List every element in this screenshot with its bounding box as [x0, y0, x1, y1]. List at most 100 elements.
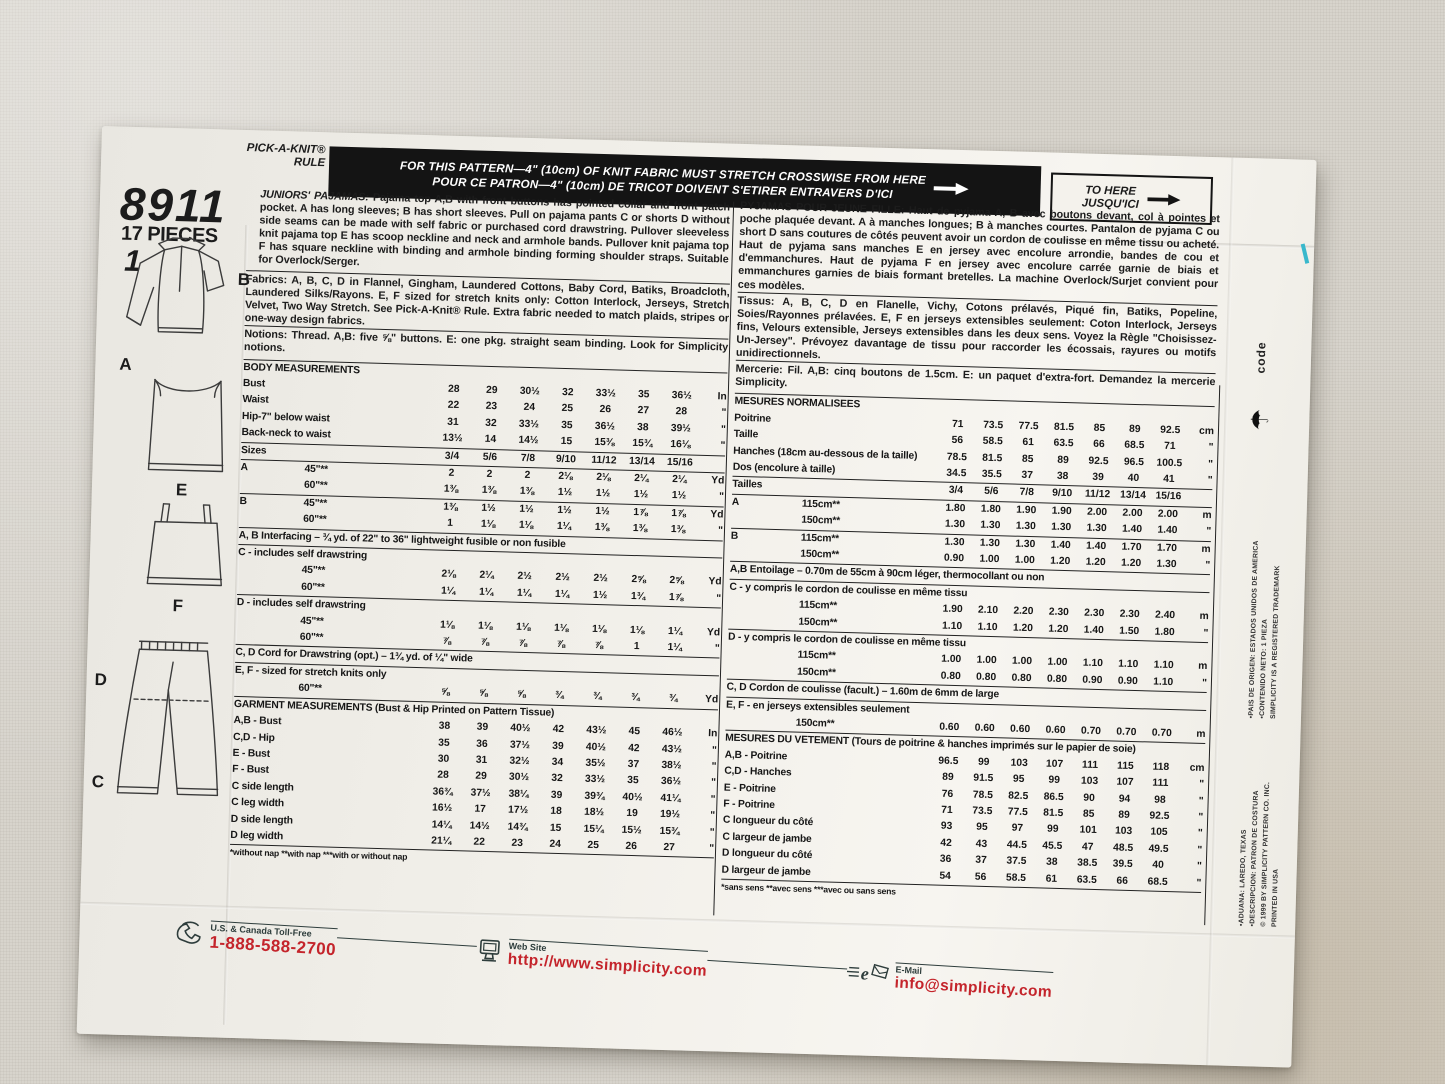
unit-cell: " [718, 491, 725, 503]
unit-cell: Yd [710, 508, 724, 521]
cell-value: 93 [940, 821, 953, 833]
unit-cell: " [714, 643, 720, 655]
cell-value: 103 [1010, 757, 1028, 769]
cell-value: 15¾ [659, 825, 680, 837]
cell-value: 92.5 [1088, 455, 1109, 467]
cell-value: 3/4 [444, 450, 460, 462]
cell-value: 1.40 [1050, 539, 1071, 551]
phone-group: U.S. & Canada Toll-Free 1-888-588-2700 [173, 918, 338, 960]
unit-cell [1186, 500, 1212, 501]
fabrics-label: Fabrics: [245, 273, 288, 287]
cell-value: 37 [1021, 469, 1034, 482]
unit-cell: " [717, 525, 724, 537]
unit-cell: " [1201, 677, 1208, 689]
cell-value: 1¼ [554, 588, 570, 601]
view-e-label: E [175, 480, 188, 500]
cell-value: 1⅞ [671, 507, 686, 520]
unit-cell: In [717, 391, 727, 403]
cell-value: 5/6 [482, 451, 498, 463]
cell-value: 1⅛ [480, 518, 496, 531]
mercerie-label: Mercerie: [735, 362, 783, 377]
cell-value: 13/14 [1119, 489, 1147, 502]
umbrella-icon: ☂ [1246, 408, 1275, 431]
cell-value: 1½ [671, 490, 687, 502]
cell-value: ¾ [668, 693, 678, 705]
cell-value: 1.00 [979, 553, 1000, 566]
french-description-body: Haut de pyjama A, B avec boutons devant,… [737, 204, 1221, 293]
cell-value: 1.00 [1014, 554, 1036, 567]
cell-value: 86.5 [1043, 791, 1064, 803]
cell-value: 99 [1046, 824, 1059, 836]
cell-value: 33½ [595, 387, 616, 400]
cell-value: 1⅜ [670, 524, 686, 536]
cell-value: 38 [1056, 470, 1069, 483]
cell-value: 103 [1080, 775, 1099, 788]
cell-value: 22 [473, 836, 486, 848]
cell-value: 2 [524, 469, 531, 482]
cell-value: 35 [438, 737, 450, 749]
cell-value: 89 [1118, 809, 1130, 822]
cell-value: 1⅜ [443, 501, 458, 513]
cell-value: 2⅝ [631, 574, 646, 586]
cell-value: 15/16 [666, 456, 693, 469]
cell-value: 89 [1057, 454, 1069, 466]
unit-cell: " [1198, 811, 1204, 824]
cell-value: 54 [939, 870, 952, 882]
cell-value: 111 [1152, 777, 1169, 790]
cell-value: 44.5 [1006, 839, 1028, 851]
to-here-box: TO HERE JUSQU'ICI [1049, 172, 1214, 226]
cell-value: 0.90 [1082, 674, 1103, 686]
cell-value: 38 [438, 720, 451, 733]
cell-value: 58.5 [982, 435, 1003, 448]
cell-value: 15/16 [1155, 490, 1182, 503]
cell-value: 1.00 [941, 654, 962, 666]
cell-value: 15 [549, 822, 562, 834]
cell-value: 2.00 [1122, 507, 1143, 519]
cell-value: 96.5 [1123, 456, 1145, 468]
cell-value: 2 [486, 468, 493, 481]
cell-value: 1.80 [980, 503, 1002, 515]
cell-value: 1.40 [1083, 624, 1104, 636]
cell-value: 22 [447, 400, 460, 412]
tissus-body: A, B, C, D en Flanelle, Vichy, Cotons pr… [735, 295, 1218, 362]
english-column: Fabrics: A, B, C, D in Flannel, Gingham,… [229, 270, 730, 873]
unit-cell: " [1196, 861, 1202, 873]
cell-value: 42 [940, 837, 952, 849]
cell-value: 38 [636, 421, 649, 434]
cell-value: 2½ [593, 573, 608, 585]
cell-value: 96.5 [938, 755, 959, 767]
cell-value: 1.10 [977, 621, 998, 633]
cell-value: 40½ [585, 741, 607, 753]
cell-value: 13/14 [628, 455, 655, 468]
telephone-icon [176, 921, 201, 944]
unit-cell: " [711, 744, 718, 756]
cell-value: 90 [1083, 792, 1095, 804]
cell-value: 2⅛ [441, 569, 456, 581]
unit-cell [699, 465, 725, 466]
cell-value: 100.5 [1156, 457, 1183, 469]
cell-value: ⅞ [556, 638, 566, 651]
cell-value: ⅞ [518, 637, 528, 650]
cell-value: 15¼ [583, 823, 604, 835]
unit-cell: " [1208, 442, 1214, 454]
cell-value: 1.30 [1015, 520, 1036, 533]
cell-value: 1.30 [1051, 521, 1072, 534]
cell-value: 97 [1011, 823, 1024, 835]
cell-value: ⅝ [440, 686, 450, 699]
cell-value: 105 [1150, 827, 1168, 839]
unit-cell: m [1199, 611, 1209, 623]
unit-cell: " [720, 440, 726, 452]
cell-value: 56 [951, 434, 964, 447]
unit-cell: " [1207, 474, 1213, 487]
cell-value: 1.80 [1154, 626, 1175, 638]
unit-cell: " [1197, 828, 1203, 840]
cell-value: 14½ [518, 434, 539, 447]
cell-value: 77.5 [1018, 420, 1039, 432]
cell-value: 39 [552, 740, 564, 752]
cell-value: 1⅜ [519, 486, 535, 498]
cell-value: 95 [1012, 773, 1025, 786]
cell-value: 35 [637, 389, 650, 401]
email-icon: e [847, 963, 890, 984]
cell-value: 1.00 [1047, 657, 1068, 669]
